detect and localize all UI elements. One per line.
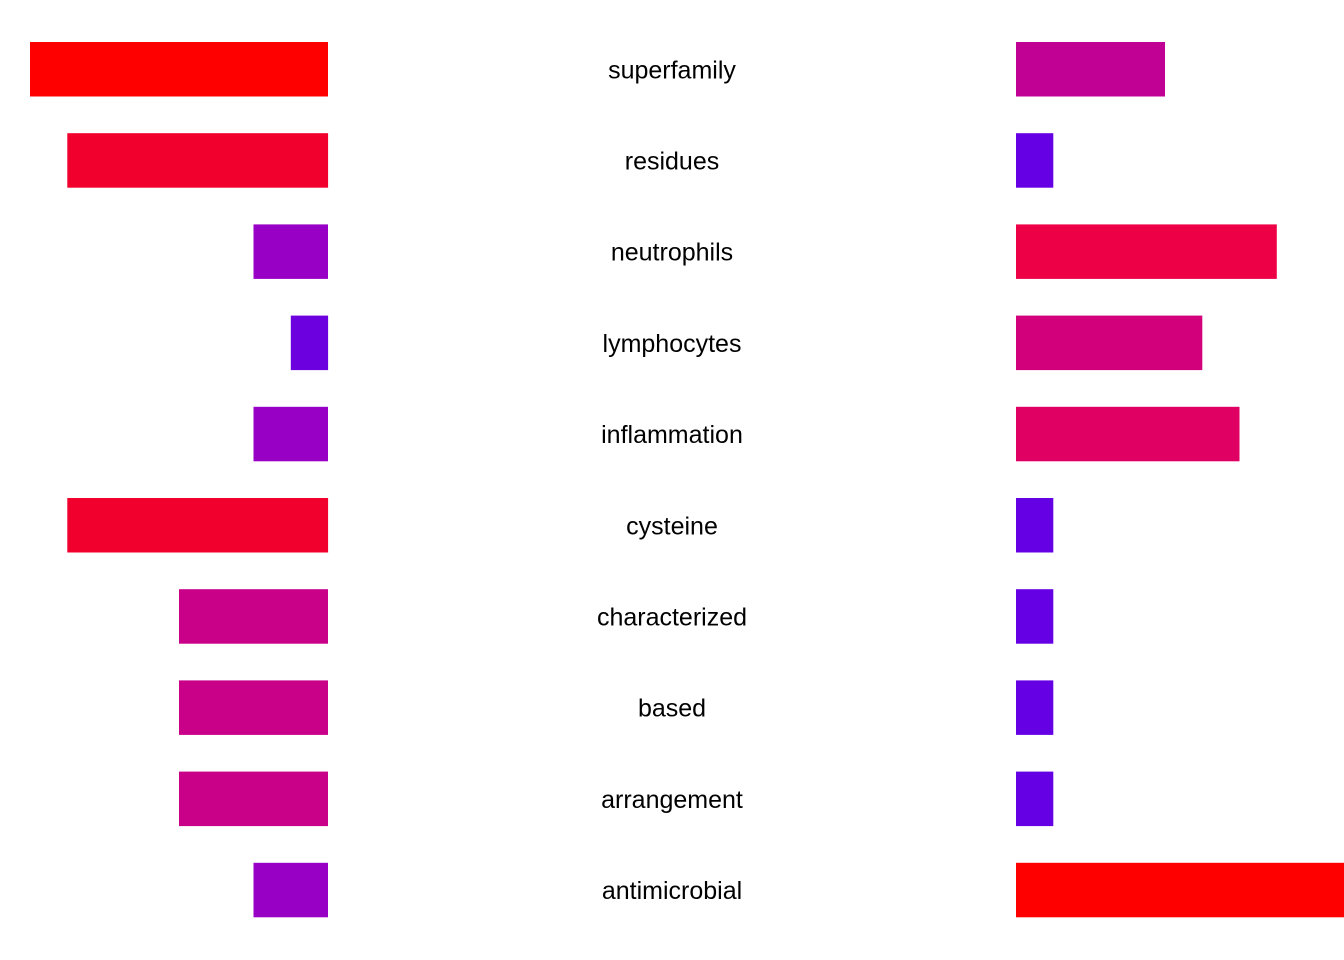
- right-bar-characterized: [1016, 589, 1054, 644]
- category-labels: superfamily residues neutrophils lymphocyte…: [597, 56, 747, 905]
- left-bar-antimicrobial: [253, 862, 328, 918]
- category-label: superfamily: [608, 56, 736, 84]
- right-bar-inflammation: [1016, 406, 1240, 462]
- right-bar-arrangement: [1016, 771, 1054, 827]
- right-bar-antimicrobial: [1016, 862, 1344, 918]
- right-bar-residues: [1016, 133, 1054, 188]
- left-bar-characterized: [179, 589, 328, 644]
- category-label: cysteine: [626, 512, 718, 540]
- right-bar-neutrophils: [1016, 224, 1277, 279]
- left-bar-cysteine: [67, 498, 329, 553]
- right-bar-superfamily: [1016, 42, 1165, 97]
- category-label: residues: [625, 147, 720, 175]
- left-bar-based: [179, 680, 328, 735]
- right-bar-series: [1016, 42, 1344, 918]
- left-bar-inflammation: [253, 406, 328, 462]
- category-label: characterized: [597, 604, 747, 632]
- category-label: inflammation: [601, 421, 743, 449]
- left-bar-neutrophils: [253, 224, 328, 279]
- category-label: antimicrobial: [602, 877, 742, 905]
- category-label: based: [638, 695, 706, 723]
- left-bar-arrangement: [179, 771, 328, 827]
- left-bar-superfamily: [30, 42, 328, 97]
- right-bar-cysteine: [1016, 498, 1054, 553]
- left-bar-lymphocytes: [290, 315, 329, 371]
- left-bar-residues: [67, 133, 329, 188]
- right-bar-based: [1016, 680, 1054, 735]
- right-bar-lymphocytes: [1016, 315, 1203, 371]
- category-label: lymphocytes: [603, 330, 742, 358]
- left-bar-series: [30, 42, 329, 918]
- category-label: arrangement: [601, 786, 743, 814]
- category-label: neutrophils: [611, 239, 733, 267]
